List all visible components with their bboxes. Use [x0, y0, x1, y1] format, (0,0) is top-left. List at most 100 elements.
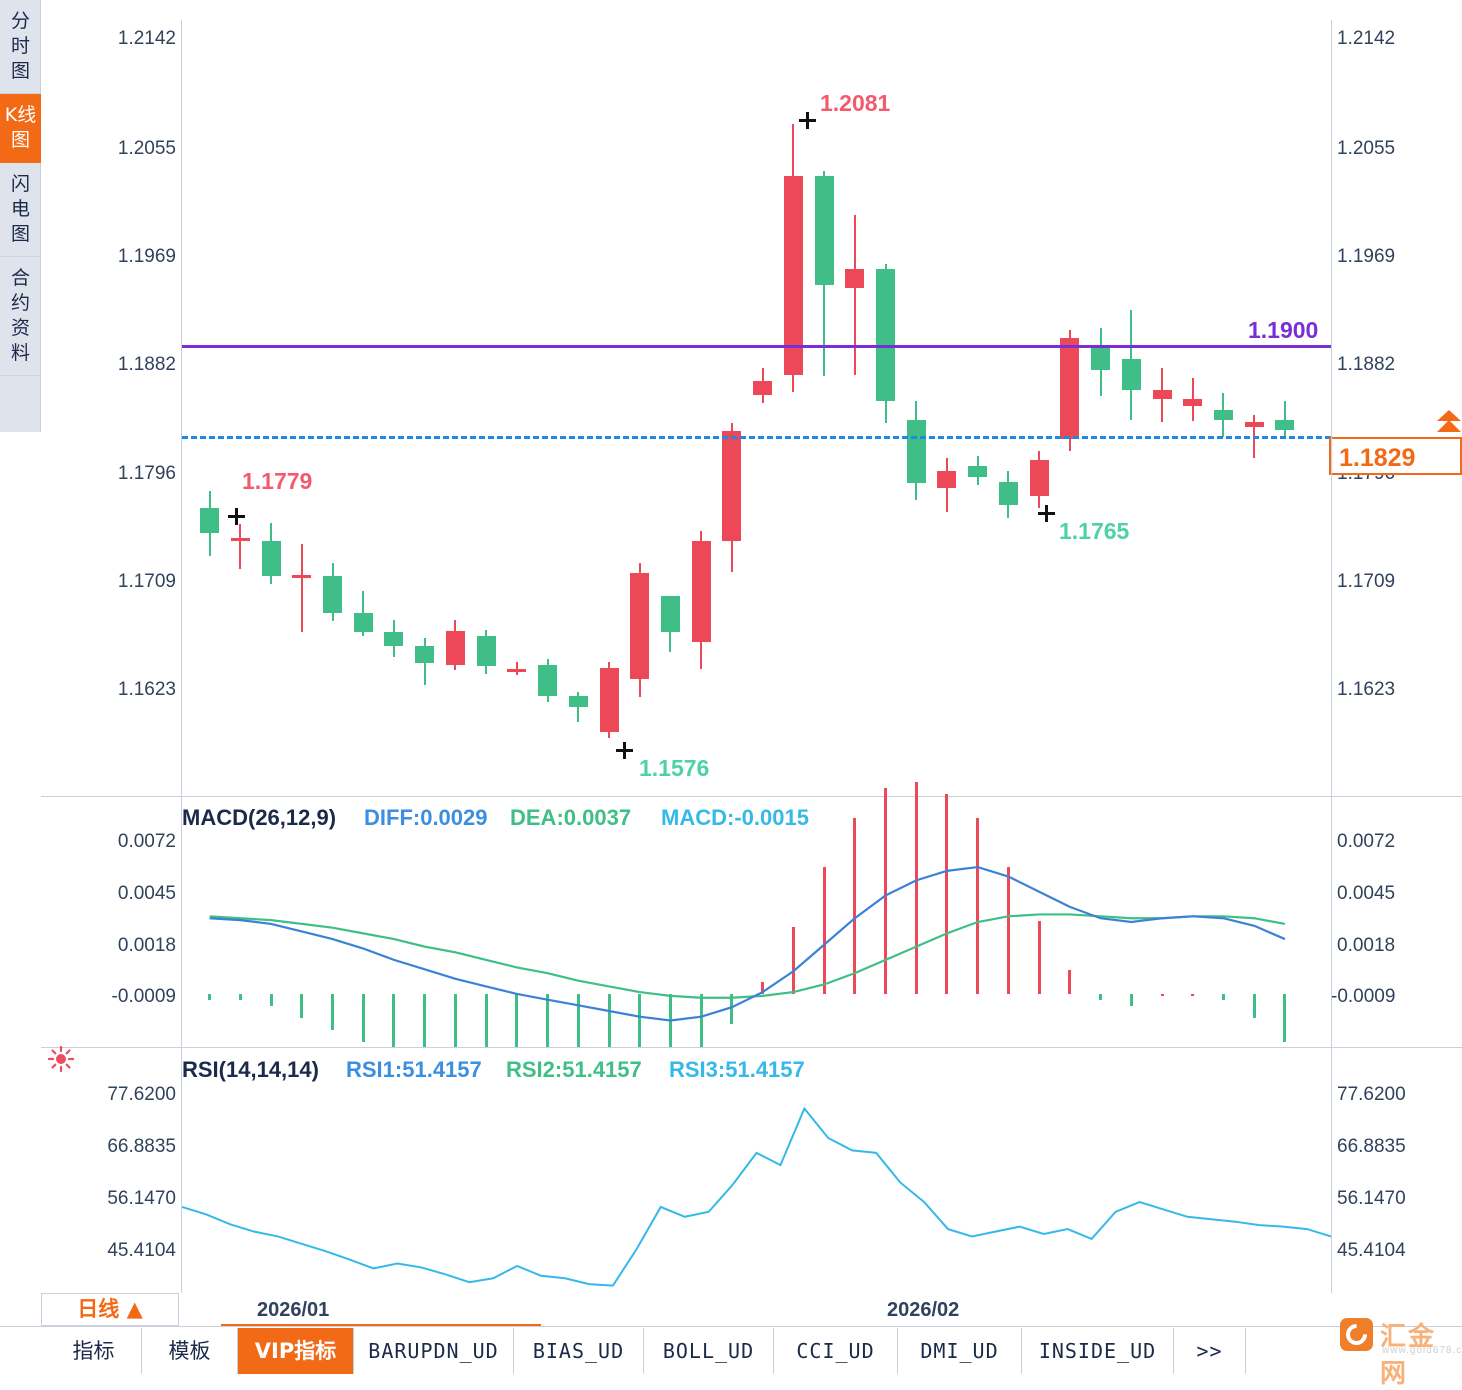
rsi-title: RSI(14,14,14)	[182, 1057, 319, 1082]
tab-dmi-ud[interactable]: DMI_UD	[898, 1328, 1022, 1374]
candle-body	[415, 645, 435, 663]
macd-histogram-bar	[853, 818, 857, 994]
price-tick-label: 1.1796	[117, 463, 176, 484]
price-tick-label-right: 1.1969	[1337, 246, 1396, 267]
price-tick-label: 1.2142	[117, 28, 176, 49]
candle-body	[876, 268, 896, 402]
tab-barupdn-ud[interactable]: BARUPDN_UD	[354, 1328, 514, 1374]
macd-histogram-bar	[761, 981, 765, 994]
macd-histogram-bar	[1221, 993, 1225, 1001]
candle-body	[937, 470, 957, 488]
price-tick-label-right: 1.2055	[1337, 138, 1396, 159]
date-axis-label: 2026/02	[887, 1299, 960, 1321]
macd-histogram-bar	[791, 927, 795, 994]
site-logo: 汇金网 www.gold678.com	[1340, 1316, 1462, 1389]
price-tick-label: 1.1709	[117, 571, 176, 592]
macd-histogram-bar	[607, 993, 611, 1073]
sidebar-item-label: 分时图	[10, 10, 30, 82]
candle-body	[568, 695, 588, 707]
macd-diff-label: DIFF:0.0029	[364, 805, 488, 830]
sidebar-item-timeshare[interactable]: 分时图	[0, 0, 41, 94]
candle-body	[845, 268, 865, 289]
marker-recent-low-crosshair-icon	[1038, 505, 1055, 522]
candle-body	[1121, 358, 1141, 391]
rsi-tick-label: 66.8835	[107, 1136, 176, 1157]
tab-boll-ud[interactable]: BOLL_UD	[644, 1328, 774, 1374]
candlestick-series[interactable]	[182, 20, 1331, 796]
tab-inside-ud[interactable]: INSIDE_UD	[1022, 1328, 1174, 1374]
macd-histogram-bar	[1006, 866, 1010, 994]
rsi-series[interactable]	[181, 1084, 1332, 1293]
candle-body	[660, 595, 680, 633]
tab-bias-ud[interactable]: BIAS_UD	[514, 1328, 644, 1374]
sidebar-filler	[0, 432, 41, 1326]
macd-histogram-bar	[1252, 993, 1256, 1019]
rsi2-label: RSI2:51.4157	[506, 1057, 642, 1082]
candle-wick	[515, 661, 518, 675]
macd-tick-label-right: 0.0045	[1337, 883, 1396, 904]
macd-histogram-bar	[699, 993, 703, 1055]
candle-body	[1091, 347, 1111, 370]
macd-histogram-bar	[331, 993, 335, 1031]
candle-body	[507, 668, 527, 672]
candle-body	[261, 541, 281, 577]
rsi-tick-label: 56.1470	[107, 1188, 176, 1209]
candle-wick	[239, 524, 242, 570]
macd-histogram-bar	[361, 993, 365, 1043]
rsi-lines	[181, 1106, 1332, 1287]
candle-wick	[577, 692, 580, 723]
macd-histogram-bar	[423, 993, 427, 1067]
macd-tick-label: -0.0009	[111, 986, 176, 1007]
macd-lines	[209, 865, 1286, 1022]
last-price-box[interactable]: 1.1829	[1329, 437, 1462, 475]
tab-more[interactable]: >>	[1174, 1328, 1246, 1374]
macd-tick-label: 0.0045	[117, 883, 176, 904]
candle-body	[906, 419, 926, 483]
macd-histogram-bar	[730, 993, 734, 1025]
tab-cci-ud[interactable]: CCI_UD	[774, 1328, 898, 1374]
tab-zhibiao[interactable]: 指标	[46, 1328, 142, 1374]
macd-histogram-bar	[484, 993, 488, 1079]
price-alert-arrow-icon[interactable]	[1436, 408, 1462, 438]
candle-body	[538, 665, 558, 696]
rsi-tick-label-right: 66.8835	[1337, 1136, 1406, 1157]
macd-series[interactable]	[182, 781, 1331, 1079]
macd-panel: MACD(26,12,9) DIFF:0.0029 DEA:0.0037 MAC…	[41, 781, 1462, 1079]
rsi-tick-label: 77.6200	[107, 1084, 176, 1105]
candle-body	[968, 465, 988, 477]
candle-body	[599, 667, 619, 733]
price-tick-label: 1.1969	[117, 246, 176, 267]
resistance-line-label: 1.1900	[1248, 317, 1319, 343]
macd-histogram-bar	[668, 993, 672, 1073]
panel-divider	[41, 1047, 1462, 1048]
sidebar-item-kline[interactable]: K线图	[0, 94, 41, 163]
candle-body	[691, 541, 711, 643]
candle-body	[292, 575, 312, 579]
left-axis-divider	[181, 20, 182, 1293]
macd-tick-label-right: 0.0018	[1337, 935, 1396, 956]
settings-sun-icon[interactable]	[48, 1046, 74, 1072]
macd-histogram-bar	[884, 787, 888, 994]
macd-histogram-bar	[238, 993, 242, 1001]
candle-body	[998, 481, 1018, 505]
price-tick-label-right: 1.1882	[1337, 354, 1396, 375]
sidebar-item-contract-info[interactable]: 合约资料	[0, 257, 41, 376]
candle-wick	[853, 215, 856, 375]
sidebar-item-lightning[interactable]: 闪电图	[0, 163, 41, 257]
marker-high-crosshair-icon	[799, 112, 816, 129]
macd-histogram-bar	[1191, 993, 1195, 996]
tab-vip-zhibiao[interactable]: VIP指标	[238, 1328, 354, 1374]
price-tick-label-right: 1.1709	[1337, 571, 1396, 592]
candle-body	[353, 612, 373, 633]
date-axis-underline	[221, 1324, 541, 1327]
macd-histogram-bar	[1068, 969, 1072, 994]
tab-muban[interactable]: 模板	[142, 1328, 238, 1374]
timeframe-button[interactable]: 日线 ▲	[41, 1293, 179, 1326]
candle-body	[476, 636, 496, 667]
logo-mark-icon	[1340, 1318, 1373, 1351]
logo-url: www.gold678.com	[1382, 1345, 1462, 1356]
macd-histogram-bar	[1283, 993, 1287, 1043]
macd-histogram-bar	[945, 794, 949, 994]
price-tick-label: 1.1623	[117, 679, 176, 700]
candle-body	[1244, 421, 1264, 427]
